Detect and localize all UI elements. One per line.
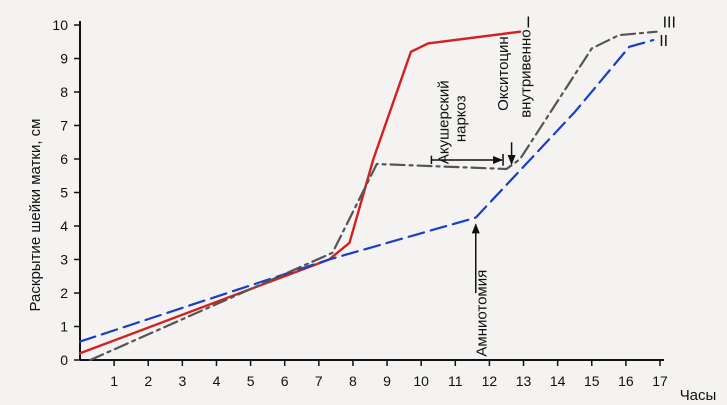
axes: [79, 21, 664, 361]
annotation-anesthesia-line1: Акушерский: [436, 80, 453, 164]
series-label-i: I: [526, 15, 530, 32]
y-tick-label: 8: [60, 84, 68, 100]
x-tick-label: 4: [213, 373, 221, 389]
y-ticks: 0 1 2 3 4 5 6 7 8 9 10: [52, 17, 80, 368]
y-tick-label: 2: [60, 285, 68, 301]
series-label-iii: III: [663, 15, 676, 32]
y-tick-label: 3: [60, 252, 68, 268]
y-tick-label: 5: [60, 185, 68, 201]
y-axis-title: Раскрытие шейки матки, см: [27, 119, 44, 312]
x-tick-label: 12: [482, 373, 498, 389]
x-tick-label: 17: [652, 373, 668, 389]
x-tick-label: 15: [584, 373, 600, 389]
y-tick-label: 10: [52, 17, 68, 33]
y-tick-label: 9: [60, 51, 68, 67]
annotation-anesthesia-line2: наркоз: [453, 95, 470, 142]
x-tick-label: 5: [247, 373, 255, 389]
annotation-amniotomy: Амниотомия: [474, 270, 491, 357]
x-tick-label: 8: [349, 373, 357, 389]
x-tick-label: 2: [144, 373, 152, 389]
y-tick-label: 0: [60, 352, 68, 368]
annotation-oxytocin-line1: Окситоцин: [495, 36, 512, 111]
annotation-text: Акушерский наркоз Окситоцин внутривенно …: [436, 29, 535, 356]
y-tick-label: 7: [60, 118, 68, 134]
x-tick-label: 7: [315, 373, 323, 389]
x-tick-label: 6: [281, 373, 289, 389]
x-tick-label: 11: [448, 373, 463, 389]
series-labels: I II III: [526, 15, 676, 50]
x-tick-label: 10: [413, 373, 429, 389]
x-ticks: 1 2 3 4 5 6 7 8 9 10 11 12 13 14 15 16 17: [110, 360, 668, 389]
x-tick-label: 16: [618, 373, 634, 389]
series-line-i: [78, 30, 522, 355]
x-axis-title: Часы: [680, 387, 717, 404]
series-line-iii: [89, 30, 658, 362]
y-tick-label: 1: [60, 319, 68, 335]
x-tick-label: 13: [516, 373, 532, 389]
series-lines: [78, 30, 658, 362]
annotation-marks: [430, 142, 516, 293]
annotation-oxytocin-line2: внутривенно: [517, 29, 534, 117]
x-tick-label: 9: [383, 373, 391, 389]
series-label-ii: II: [659, 33, 668, 50]
x-tick-label: 14: [550, 373, 566, 389]
y-tick-label: 6: [60, 151, 68, 167]
x-tick-label: 3: [178, 373, 186, 389]
x-tick-label: 1: [110, 373, 118, 389]
y-tick-label: 4: [60, 218, 68, 234]
